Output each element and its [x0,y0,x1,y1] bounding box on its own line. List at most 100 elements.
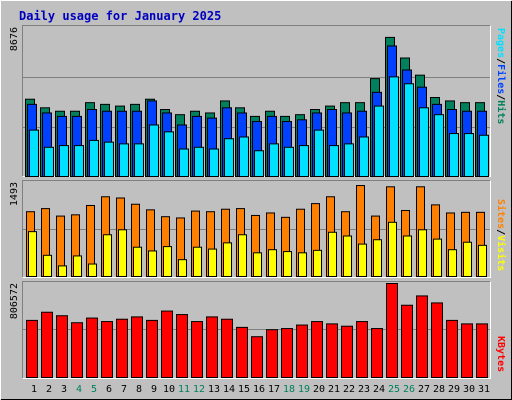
bar-pages-day-29 [449,133,459,178]
bar-pages-day-3 [59,145,69,178]
day-label-31: 31 [478,384,490,395]
bar-kbytes-day-11 [176,314,188,378]
bar-visits-day-15 [238,234,247,278]
day-label-6: 6 [106,384,112,395]
bar-kbytes-day-3 [56,315,68,378]
bar-kbytes-day-21 [326,323,338,379]
bar-kbytes-day-16 [251,336,263,378]
panel-2-max-label: 1493 [9,182,20,206]
legend-sep-1: / [495,58,506,64]
panel-3-legend: KBytes [495,336,506,372]
legend-sep-2: / [495,94,506,100]
day-label-10: 10 [163,384,175,395]
bar-visits-day-16 [253,252,262,278]
bar-visits-day-30 [463,241,472,278]
bar-visits-day-10 [163,246,172,277]
panel-3-bevel-light [22,281,491,379]
bar-visits-day-25 [388,221,397,277]
bar-visits-day-13 [208,248,217,278]
bar-kbytes-day-7 [116,318,128,378]
bar-visits-day-29 [448,249,457,277]
panel-2-bars [26,185,487,278]
bar-visits-day-8 [133,246,142,277]
bar-kbytes-day-30 [461,323,473,379]
day-label-9: 9 [151,384,157,395]
bar-pages-day-13 [209,148,219,177]
bar-visits-day-17 [268,249,277,277]
bar-kbytes-day-22 [341,325,353,378]
bar-visits-day-21 [328,231,337,277]
bar-pages-day-23 [359,136,369,177]
day-label-3: 3 [61,384,67,395]
bar-visits-day-27 [418,229,427,277]
day-label-2: 2 [46,384,52,395]
bar-pages-day-10 [164,131,174,177]
panel-3-bevel-dark [22,281,491,379]
bar-kbytes-day-23 [356,321,368,378]
day-label-20: 20 [313,384,325,395]
day-label-18: 18 [283,384,295,395]
bar-visits-day-18 [283,251,292,277]
day-label-28: 28 [433,384,445,395]
bar-visits-day-6 [103,234,112,278]
day-label-5: 5 [91,384,97,395]
bar-pages-day-19 [299,145,309,178]
day-label-24: 24 [373,384,385,395]
bar-pages-day-12 [194,146,204,178]
panel-1-bars [25,36,489,178]
day-label-16: 16 [253,384,265,395]
day-label-21: 21 [328,384,340,395]
bar-pages-day-15 [239,136,249,177]
bar-pages-day-25 [389,76,399,177]
bar-visits-day-2 [43,254,52,278]
bar-kbytes-day-13 [206,316,218,379]
bar-visits-day-11 [178,259,187,278]
bar-visits-day-1 [28,231,37,277]
day-labels: 1 2 3 4 5 6 7 8 9 10 11 12 13 14 15 16 17 18 19 20 21 22 23 24 2… [31,384,490,395]
bar-visits-day-24 [373,239,382,277]
bar-pages-day-2 [44,146,54,178]
bar-visits-day-14 [223,242,232,277]
day-label-23: 23 [358,384,370,395]
legend-hits: Hits [495,100,507,124]
panel-1-legend: Pages/Files/Hits [495,28,507,124]
bar-pages-day-4 [74,145,84,178]
panel-3-bars [26,283,488,379]
bar-visits-day-5 [88,263,97,278]
bar-kbytes-day-31 [476,323,488,379]
bar-visits-day-7 [118,229,127,277]
bar-visits-day-31 [478,244,487,278]
panel-visits-sites: 1493 Sites/Visits [9,180,507,278]
bar-kbytes-day-15 [236,326,248,379]
bar-pages-day-21 [329,145,339,178]
day-label-1: 1 [31,384,37,395]
chart-title: Daily usage for January 2025 [19,9,221,23]
bar-kbytes-day-1 [26,319,38,379]
bar-kbytes-day-6 [101,321,113,378]
panel-1-bevel-dark [22,25,491,177]
day-label-17: 17 [268,384,280,395]
legend-sep-3: / [495,229,506,235]
bar-kbytes-day-26 [401,304,413,379]
bar-pages-day-8 [134,143,144,177]
bar-pages-day-26 [404,83,414,177]
bar-pages-day-14 [224,138,234,177]
legend-files: Files [495,64,507,94]
day-label-29: 29 [448,384,460,395]
bar-pages-day-28 [434,114,444,177]
panel-2-legend: Sites/Visits [495,199,507,271]
bar-visits-day-19 [298,252,307,278]
legend-visits: Visits [495,235,507,271]
day-label-8: 8 [136,384,142,395]
day-label-26: 26 [403,384,415,395]
panel-2-bevel-dark [22,180,491,278]
legend-pages: Pages [495,28,506,58]
bar-visits-day-22 [343,235,352,277]
panel-hits-files-pages: 8676 Pages/Files/Hits [9,25,507,178]
bar-kbytes-day-14 [221,318,233,378]
bar-visits-day-3 [58,265,67,278]
legend-sites: Sites [495,199,507,229]
bar-pages-day-31 [479,134,489,178]
panel-1-max-label: 8676 [9,27,20,51]
